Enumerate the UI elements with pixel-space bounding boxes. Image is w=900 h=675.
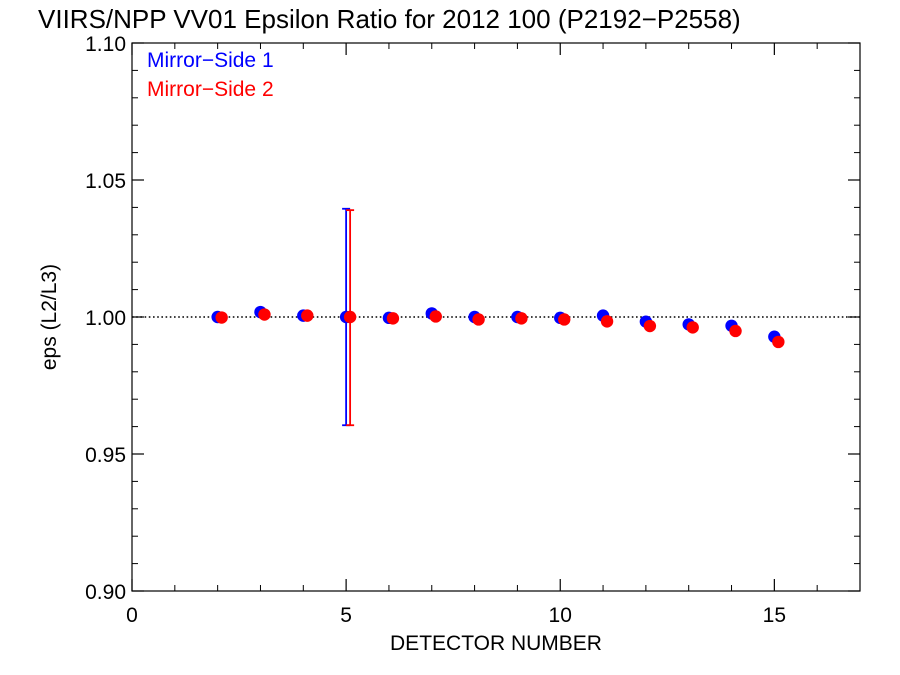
- data-point-series-2: [258, 308, 271, 321]
- y-tick-label: 1.10: [85, 33, 126, 56]
- data-point-series-2: [643, 319, 657, 333]
- axis-ticks: 0 5 10 15 0.90 0.95 1.00 1.05 1.10: [85, 33, 860, 627]
- x-axis-label: DETECTOR NUMBER: [390, 632, 602, 655]
- data-point-series-2: [343, 310, 357, 324]
- x-tick-label: 15: [763, 604, 786, 627]
- x-tick-label: 10: [549, 604, 572, 627]
- data-point-series-2: [515, 312, 528, 325]
- data-point-series-2: [558, 313, 571, 326]
- y-tick-label: 1.00: [85, 307, 126, 330]
- legend-entry-mirror-side-2: Mirror−Side 2: [147, 78, 274, 101]
- legend: Mirror−Side 1 Mirror−Side 2: [147, 49, 274, 101]
- x-tick-label: 5: [340, 604, 352, 627]
- data-point-series-2: [729, 324, 742, 338]
- y-axis-label: eps (L2/L3): [38, 264, 61, 370]
- data-point-series-2: [429, 310, 442, 323]
- y-tick-label: 0.95: [85, 444, 126, 467]
- chart-title: VIIRS/NPP VV01 Epsilon Ratio for 2012 10…: [38, 4, 741, 34]
- x-tick-label: 0: [126, 604, 138, 627]
- data-point-series-2: [772, 335, 785, 349]
- data-point-series-2: [686, 321, 699, 334]
- data-point-series-2: [301, 309, 314, 322]
- data-point-series-2: [472, 313, 485, 326]
- data-point-series-2: [215, 311, 228, 324]
- data-point-series-2: [386, 312, 400, 325]
- data-point-series-2: [600, 315, 614, 328]
- y-tick-label: 0.90: [85, 581, 126, 604]
- plot-area: [132, 207, 860, 427]
- legend-entry-mirror-side-1: Mirror−Side 1: [147, 49, 274, 72]
- y-tick-label: 1.05: [85, 170, 126, 193]
